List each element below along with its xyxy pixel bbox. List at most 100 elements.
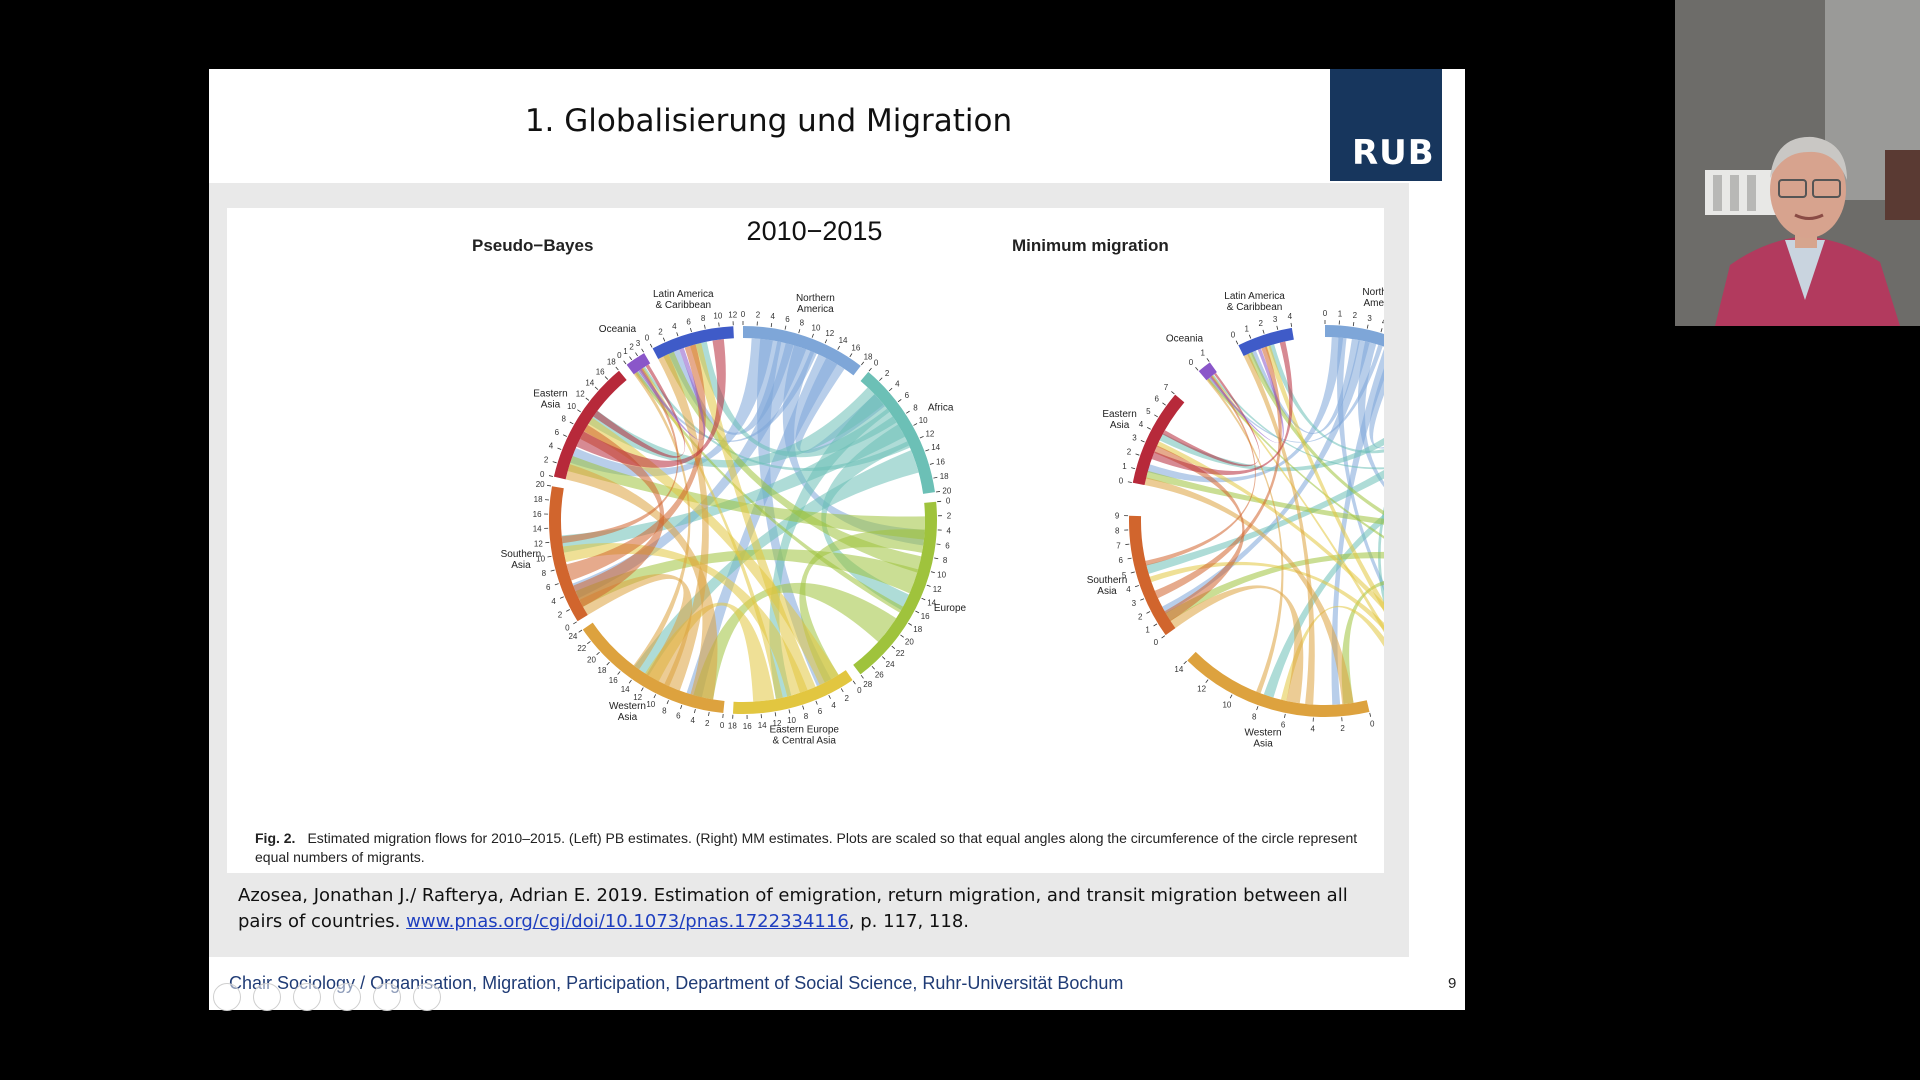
chord-flow bbox=[668, 341, 794, 435]
tick-label: 18 bbox=[940, 472, 949, 481]
tick-label: 8 bbox=[561, 415, 566, 424]
next-slide-icon[interactable] bbox=[253, 983, 281, 1011]
tick-label: 2 bbox=[845, 694, 850, 703]
tick-mark bbox=[694, 708, 696, 714]
tick-mark bbox=[596, 651, 600, 656]
tick-mark bbox=[934, 557, 939, 560]
tick-label: 3 bbox=[636, 339, 641, 348]
tick-label: 24 bbox=[886, 660, 895, 669]
tick-label: 7 bbox=[1164, 383, 1169, 392]
sector-arc bbox=[1325, 325, 1384, 347]
logo-text: RUB bbox=[1352, 133, 1435, 173]
tick-mark bbox=[1290, 322, 1293, 327]
slides-overview-icon[interactable] bbox=[333, 983, 361, 1011]
tick-label: 10 bbox=[937, 571, 946, 580]
tick-label: 4 bbox=[690, 716, 695, 725]
tick-mark bbox=[635, 352, 638, 357]
tick-label: 2 bbox=[705, 719, 710, 728]
tick-mark bbox=[1183, 660, 1187, 665]
tick-label: 4 bbox=[831, 701, 836, 710]
tick-label: 18 bbox=[913, 625, 922, 634]
chord-flow bbox=[573, 424, 665, 607]
tick-mark bbox=[824, 339, 828, 344]
tick-label: 18 bbox=[607, 358, 616, 367]
tick-label: 14 bbox=[931, 443, 940, 452]
tick-label: 6 bbox=[905, 391, 910, 400]
tick-mark bbox=[604, 376, 609, 380]
tick-mark bbox=[871, 665, 875, 670]
tick-mark bbox=[852, 680, 856, 685]
tick-label: 8 bbox=[800, 319, 805, 328]
tick-mark bbox=[1276, 325, 1279, 330]
previous-slide-icon[interactable] bbox=[213, 983, 241, 1011]
tick-mark bbox=[617, 671, 621, 675]
pen-icon[interactable] bbox=[293, 983, 321, 1011]
tick-mark bbox=[1127, 481, 1132, 483]
chord-flow bbox=[1341, 581, 1384, 705]
tick-mark bbox=[1195, 367, 1199, 371]
tick-label: 0 bbox=[1231, 330, 1236, 339]
tick-mark bbox=[788, 709, 791, 714]
tick-label: 9 bbox=[1115, 511, 1120, 520]
tick-mark bbox=[1131, 467, 1136, 470]
webcam-video bbox=[1675, 0, 1920, 326]
sector-arc bbox=[553, 370, 627, 480]
tick-mark bbox=[1229, 694, 1233, 699]
tick-label: 6 bbox=[945, 541, 950, 550]
tick-label: 6 bbox=[676, 712, 681, 721]
tick-label: 18 bbox=[598, 666, 607, 675]
tick-mark bbox=[557, 447, 562, 450]
tick-label: 8 bbox=[913, 403, 918, 412]
tick-mark bbox=[828, 694, 831, 699]
tick-label: 2 bbox=[1340, 724, 1345, 733]
reference-link[interactable]: www.pnas.org/cgi/doi/10.1073/pnas.172233… bbox=[406, 911, 849, 932]
tick-label: 16 bbox=[533, 510, 542, 519]
tick-mark bbox=[868, 367, 872, 372]
tick-mark bbox=[577, 409, 581, 413]
tick-mark bbox=[1140, 598, 1145, 601]
zoom-icon[interactable] bbox=[373, 983, 401, 1011]
tick-label: 1 bbox=[1122, 462, 1127, 471]
tick-label: 6 bbox=[1155, 395, 1160, 404]
sector-arc bbox=[1129, 515, 1176, 636]
tick-mark bbox=[640, 687, 644, 692]
tick-label: 5 bbox=[1122, 571, 1127, 580]
slide-title: 1. Globalisierung und Migration bbox=[524, 103, 1013, 139]
tick-mark bbox=[908, 622, 913, 626]
tick-label: 5 bbox=[1146, 407, 1151, 416]
more-options-icon[interactable] bbox=[413, 983, 441, 1011]
tick-mark bbox=[1284, 713, 1286, 718]
tick-label: 8 bbox=[542, 569, 547, 578]
chord-flow bbox=[1358, 341, 1384, 488]
tick-label: 22 bbox=[577, 644, 586, 653]
tick-label: 6 bbox=[818, 707, 823, 716]
tick-label: 8 bbox=[701, 314, 706, 323]
tick-label: 12 bbox=[534, 540, 543, 549]
region-label: Eastern Asia bbox=[1102, 409, 1136, 431]
tick-label: 0 bbox=[1189, 358, 1194, 367]
tick-mark bbox=[546, 484, 552, 487]
tick-mark bbox=[1206, 358, 1210, 362]
tick-label: 12 bbox=[728, 310, 737, 319]
tick-label: 4 bbox=[551, 597, 556, 606]
chord-flow bbox=[693, 582, 897, 700]
tick-mark bbox=[1161, 635, 1166, 639]
sector-arc bbox=[732, 670, 853, 714]
tick-mark bbox=[879, 377, 883, 381]
chord-flow bbox=[1154, 445, 1245, 621]
tick-label: 4 bbox=[1126, 585, 1131, 594]
tick-label: 7 bbox=[1116, 541, 1121, 550]
chord-flow bbox=[566, 344, 706, 581]
tick-label: 0 bbox=[720, 721, 725, 730]
sector-arc bbox=[626, 353, 651, 375]
tick-label: 14 bbox=[585, 378, 594, 387]
tick-mark bbox=[680, 705, 683, 710]
tick-mark bbox=[1134, 585, 1139, 588]
tick-label: 20 bbox=[905, 637, 914, 646]
sector-arc bbox=[1187, 651, 1370, 717]
tick-mark bbox=[606, 661, 610, 666]
tick-label: 12 bbox=[773, 719, 782, 728]
tick-label: 12 bbox=[1197, 684, 1206, 693]
chord-flow bbox=[1162, 372, 1260, 467]
